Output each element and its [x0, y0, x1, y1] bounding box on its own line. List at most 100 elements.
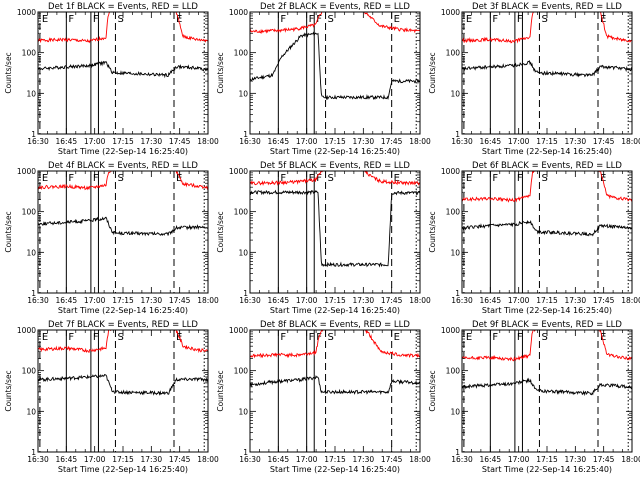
x-axis-label: Start Time (22-Sep-14 16:25:40): [482, 306, 612, 315]
series-lld-red: [462, 12, 632, 44]
event-marker-label: E: [176, 173, 182, 184]
series-events-black: [250, 31, 420, 101]
x-tick-label: 18:00: [409, 137, 431, 146]
event-marker-label: S: [328, 173, 334, 184]
chart-title: Det 6f BLACK = Events, RED = LLD: [472, 161, 622, 171]
event-marker-label: E: [42, 332, 48, 343]
x-tick-label: 17:45: [593, 455, 615, 464]
y-tick-label: 1: [455, 448, 460, 457]
event-marker-label: F: [316, 173, 322, 184]
y-tick-label: 1: [455, 289, 460, 298]
plot-frame: [249, 170, 421, 294]
chart-panel-4: Det 4f BLACK = Events, RED = LLD Counts/s…: [4, 161, 219, 315]
chart-title: Det 5f BLACK = Events, RED = LLD: [260, 161, 410, 171]
x-tick-label: 17:30: [353, 296, 375, 305]
event-marker-label: F: [93, 332, 99, 343]
event-marker-label: S: [117, 332, 123, 343]
y-tick-label: 1: [455, 130, 460, 139]
x-tick-label: 16:30: [27, 137, 49, 146]
x-tick-label: 17:45: [169, 455, 191, 464]
x-tick-label: 17:45: [381, 455, 403, 464]
x-tick-label: 16:45: [56, 296, 78, 305]
x-tick-label: 17:30: [565, 455, 587, 464]
y-tick-label: 10: [238, 248, 248, 257]
y-tick-label: 100: [234, 208, 249, 217]
x-tick-label: 16:30: [239, 455, 261, 464]
event-marker-label: F: [517, 173, 523, 184]
event-marker-label: E: [600, 332, 606, 343]
x-tick-label: 17:00: [508, 137, 530, 146]
y-tick-label: 1: [31, 289, 36, 298]
x-tick-label: 17:45: [593, 296, 615, 305]
y-tick-label: 1: [243, 448, 248, 457]
event-marker-label: F: [93, 173, 99, 184]
x-tick-label: 18:00: [621, 455, 640, 464]
y-tick-label: 1000: [17, 8, 36, 17]
x-tick-label: 17:15: [324, 455, 346, 464]
event-marker-label: F: [492, 173, 498, 184]
x-tick-label: 17:45: [169, 137, 191, 146]
x-tick-label: 16:30: [27, 455, 49, 464]
y-axis-label: Counts/sec: [428, 52, 437, 93]
event-marker-label: E: [466, 14, 472, 25]
x-tick-label: 17:45: [593, 137, 615, 146]
y-tick-label: 1000: [17, 167, 36, 176]
x-axis-label: Start Time (22-Sep-14 16:25:40): [482, 147, 612, 156]
event-marker-label: F: [68, 14, 74, 25]
x-tick-label: 17:30: [353, 137, 375, 146]
x-tick-label: 17:45: [169, 296, 191, 305]
y-axis-label: Counts/sec: [4, 52, 13, 93]
chart-panel-2: Det 2f BLACK = Events, RED = LLD Counts/s…: [216, 2, 431, 156]
event-marker-label: S: [541, 173, 547, 184]
event-marker-label: F: [280, 332, 286, 343]
event-marker-label: E: [466, 332, 472, 343]
event-marker-label: F: [280, 14, 286, 25]
x-tick-label: 16:30: [451, 137, 473, 146]
x-tick-label: 17:15: [112, 137, 134, 146]
x-axis-label: Start Time (22-Sep-14 16:25:40): [58, 147, 188, 156]
x-axis-label: Start Time (22-Sep-14 16:25:40): [58, 306, 188, 315]
y-tick-label: 10: [238, 89, 248, 98]
series-events-black: [462, 377, 632, 397]
y-axis-label: Counts/sec: [4, 211, 13, 252]
y-tick-label: 10: [26, 248, 36, 257]
x-tick-label: 17:00: [84, 455, 106, 464]
event-marker-label: E: [466, 173, 472, 184]
series-events-black: [250, 375, 420, 396]
chart-panel-5: Det 5f BLACK = Events, RED = LLD Counts/s…: [216, 161, 431, 315]
x-tick-label: 16:30: [239, 296, 261, 305]
event-marker-label: F: [309, 14, 315, 25]
plot-frame: [249, 329, 421, 453]
plot-frame: [461, 11, 633, 135]
event-marker-label: F: [309, 332, 315, 343]
y-tick-label: 100: [446, 49, 461, 58]
x-tick-label: 17:15: [112, 296, 134, 305]
x-tick-label: 16:45: [268, 455, 290, 464]
series-lld-red: [38, 330, 208, 354]
x-axis-label: Start Time (22-Sep-14 16:25:40): [270, 306, 400, 315]
x-tick-label: 16:30: [451, 455, 473, 464]
y-tick-label: 1000: [441, 167, 460, 176]
y-axis-label: Counts/sec: [4, 370, 13, 411]
y-tick-label: 10: [450, 248, 460, 257]
y-tick-label: 100: [234, 367, 249, 376]
series-lld-red: [38, 171, 208, 191]
event-marker-label: E: [394, 332, 400, 343]
event-marker-label: E: [42, 173, 48, 184]
event-marker-label: E: [600, 14, 606, 25]
event-marker-label: S: [328, 14, 334, 25]
x-tick-label: 16:45: [56, 455, 78, 464]
x-tick-label: 18:00: [197, 296, 219, 305]
y-tick-label: 1: [243, 289, 248, 298]
y-tick-label: 1: [31, 448, 36, 457]
series-events-black: [38, 60, 208, 79]
event-marker-label: S: [117, 173, 123, 184]
event-marker-label: E: [394, 173, 400, 184]
series-events-black: [462, 59, 632, 78]
x-tick-label: 16:45: [268, 137, 290, 146]
y-axis-label: Counts/sec: [216, 211, 225, 252]
y-tick-label: 10: [26, 407, 36, 416]
series-lld-red: [462, 171, 632, 203]
event-marker-label: F: [492, 14, 498, 25]
series-lld-red: [38, 12, 208, 44]
